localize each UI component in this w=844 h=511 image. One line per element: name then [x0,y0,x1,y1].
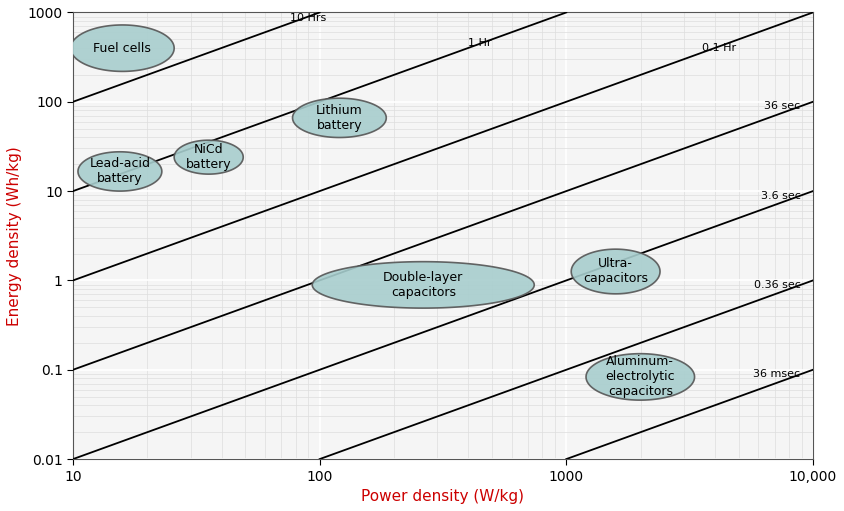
Text: 0.36 sec: 0.36 sec [754,280,801,290]
Text: 10 Hrs: 10 Hrs [290,13,327,23]
Text: 0.1 Hr: 0.1 Hr [702,42,736,53]
Text: 3.6 sec: 3.6 sec [760,191,801,200]
Polygon shape [293,98,387,137]
Text: 1 Hr: 1 Hr [468,38,491,48]
Text: 36 msec: 36 msec [754,369,801,379]
X-axis label: Power density (W/kg): Power density (W/kg) [361,489,524,504]
Text: Ultra-
capacitors: Ultra- capacitors [583,258,648,286]
Y-axis label: Energy density (Wh/kg): Energy density (Wh/kg) [7,146,22,326]
Text: NiCd
battery: NiCd battery [186,143,231,171]
Polygon shape [571,249,660,294]
Text: Lithium
battery: Lithium battery [316,104,363,132]
Polygon shape [312,262,534,308]
Polygon shape [586,354,695,400]
Polygon shape [71,25,174,72]
Text: Double-layer
capacitors: Double-layer capacitors [383,271,463,299]
Text: Aluminum-
electrolytic
capacitors: Aluminum- electrolytic capacitors [605,356,675,399]
Text: Lead-acid
battery: Lead-acid battery [89,157,150,185]
Text: 36 sec: 36 sec [765,101,801,111]
Text: Fuel cells: Fuel cells [94,42,151,55]
Polygon shape [174,140,243,174]
Polygon shape [78,152,162,191]
